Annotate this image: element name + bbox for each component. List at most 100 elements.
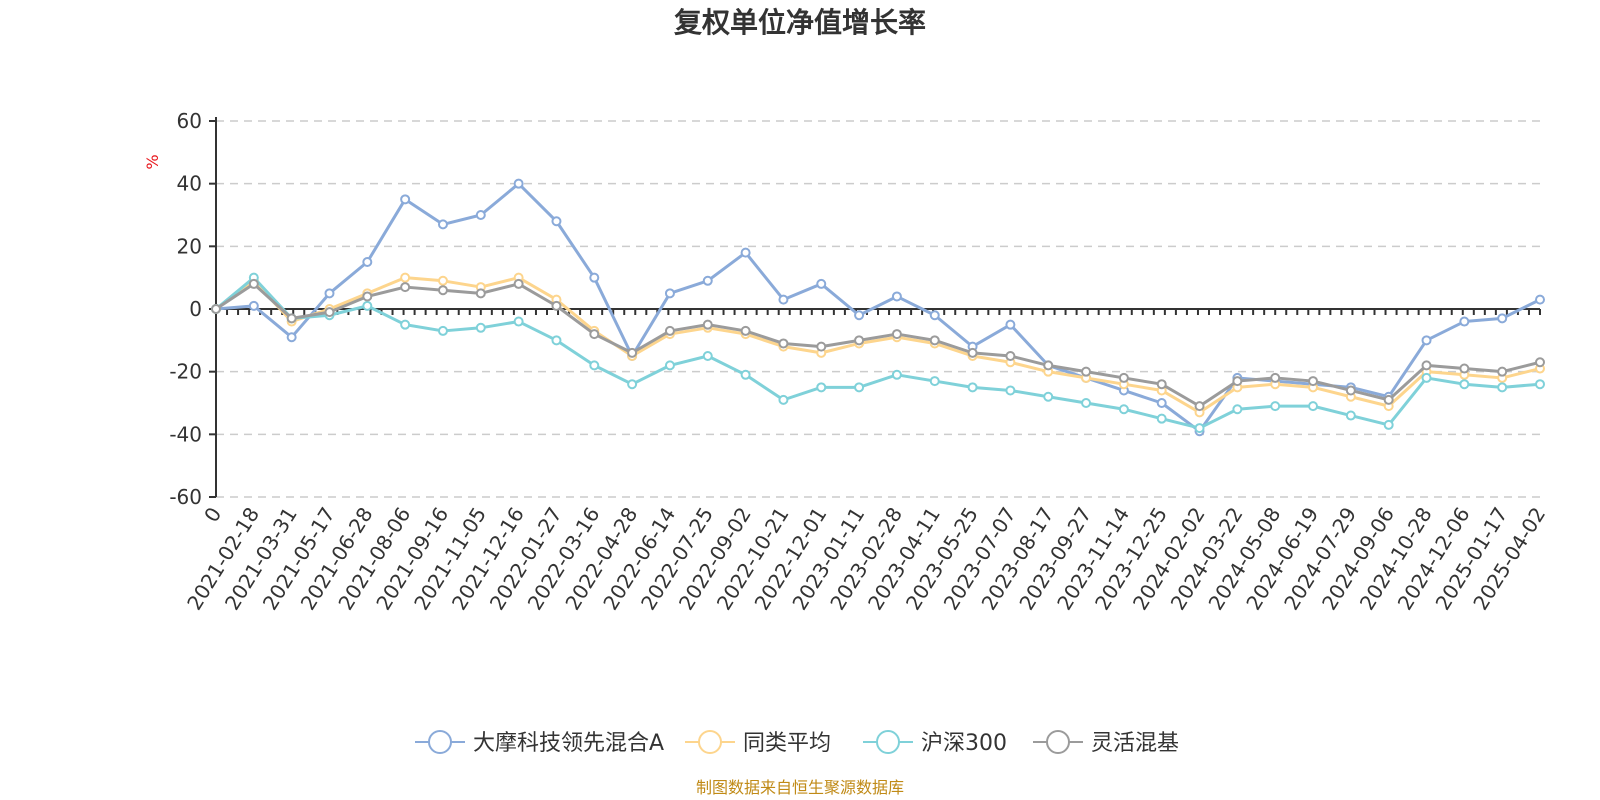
series-0 xyxy=(211,178,1545,437)
series-0-point-4 xyxy=(362,257,373,267)
series-3-point-4 xyxy=(362,291,373,302)
series-3-point-14 xyxy=(740,325,751,336)
series-3-point-1 xyxy=(248,278,259,289)
series-2-point-12 xyxy=(664,360,675,371)
chart-title: 复权单位净值增长率 xyxy=(674,6,926,39)
series-0-point-5 xyxy=(400,194,411,205)
series-0-point-7 xyxy=(475,210,486,220)
series-1-point-5 xyxy=(400,272,411,283)
series-2-point-25 xyxy=(1156,413,1167,424)
series-2-point-24 xyxy=(1118,404,1129,415)
series-3-point-32 xyxy=(1421,360,1432,371)
y-tick-label-1: 40 xyxy=(177,172,202,196)
legend-item-2[interactable]: 沪深300 xyxy=(863,730,1007,756)
series-0-point-17 xyxy=(854,310,865,321)
series-3-point-3 xyxy=(324,307,335,318)
y-tick-label-2: 20 xyxy=(177,234,202,258)
series-2-point-9 xyxy=(551,335,562,346)
legend-marker-0 xyxy=(428,730,452,754)
legend-label-0: 大摩科技领先混合A xyxy=(473,731,664,756)
legend[interactable]: 大摩科技领先混合A 同类平均 沪深300 灵活混基 xyxy=(415,730,1179,756)
series-2-point-17 xyxy=(854,382,865,393)
series-2-point-7 xyxy=(475,322,486,333)
legend-item-3[interactable]: 灵活混基 xyxy=(1033,730,1179,756)
y-tick-label-0: 60 xyxy=(177,109,202,133)
series-3-point-2 xyxy=(286,313,297,324)
legend-item-1[interactable]: 同类平均 xyxy=(685,730,831,756)
series-3-point-22 xyxy=(1043,360,1054,371)
series-3-point-9 xyxy=(551,300,562,311)
y-tick-label-5: -40 xyxy=(169,422,202,446)
series-0-point-35 xyxy=(1535,294,1545,305)
series-2-point-34 xyxy=(1497,382,1508,393)
series-0-point-6 xyxy=(437,219,448,230)
series-2-point-6 xyxy=(437,325,448,336)
series-2-point-5 xyxy=(400,319,411,330)
series-3-point-6 xyxy=(437,285,448,296)
legend-marker-3 xyxy=(1046,730,1070,754)
y-axis-unit: % xyxy=(143,154,162,169)
series-3-point-19 xyxy=(929,335,940,346)
series-line-1 xyxy=(215,276,1541,414)
series-2-point-33 xyxy=(1459,379,1470,390)
legend-label-3: 灵活混基 xyxy=(1091,731,1179,756)
series-2-point-22 xyxy=(1043,391,1054,402)
series-3-point-21 xyxy=(1005,351,1016,361)
series-0-point-16 xyxy=(816,278,827,289)
legend-marker-1 xyxy=(698,730,722,754)
series-1 xyxy=(211,272,1545,418)
series-2-point-28 xyxy=(1270,401,1281,412)
series-lines xyxy=(211,178,1545,437)
series-3-point-34 xyxy=(1497,366,1508,377)
legend-label-1: 同类平均 xyxy=(743,731,831,756)
series-2-point-10 xyxy=(589,360,600,371)
series-3-point-8 xyxy=(513,278,524,289)
series-0-point-34 xyxy=(1497,313,1508,324)
series-3-point-12 xyxy=(664,325,675,336)
series-0-point-14 xyxy=(740,247,751,258)
series-3-point-11 xyxy=(627,347,638,358)
series-0-point-19 xyxy=(929,310,940,321)
series-3-point-29 xyxy=(1308,376,1319,387)
series-line-0 xyxy=(215,182,1541,433)
series-0-point-12 xyxy=(664,288,675,299)
series-3-point-20 xyxy=(967,347,978,358)
series-0-point-21 xyxy=(1005,319,1016,330)
series-0-point-15 xyxy=(778,294,789,305)
series-2-point-35 xyxy=(1535,379,1545,390)
series-3-point-25 xyxy=(1156,379,1167,390)
series-3-point-26 xyxy=(1194,401,1205,412)
series-3-point-5 xyxy=(400,282,411,293)
series-3-point-13 xyxy=(702,319,713,330)
series-2-point-30 xyxy=(1345,410,1356,421)
series-0-point-3 xyxy=(324,288,335,299)
series-3-point-10 xyxy=(589,329,600,340)
series-2-point-4 xyxy=(362,300,373,311)
y-tick-label-3: 0 xyxy=(189,297,202,321)
series-0-point-32 xyxy=(1421,335,1432,346)
legend-marker-2 xyxy=(876,730,900,754)
series-3-point-24 xyxy=(1118,372,1129,383)
series-line-3 xyxy=(215,282,1541,408)
legend-item-0[interactable]: 大摩科技领先混合A xyxy=(415,730,664,756)
series-0-point-8 xyxy=(513,178,524,189)
legend-label-2: 沪深300 xyxy=(921,731,1007,756)
series-3-point-15 xyxy=(778,338,789,349)
series-3-point-18 xyxy=(891,329,902,340)
series-0-point-1 xyxy=(248,300,259,311)
series-2 xyxy=(211,272,1545,434)
series-2-point-19 xyxy=(929,376,940,387)
x-tick-label-0: 0 xyxy=(199,503,226,527)
series-3-point-31 xyxy=(1383,394,1394,405)
x-axis-ticks: 02021-02-182021-03-312021-05-172021-06-2… xyxy=(182,309,1550,614)
series-0-point-18 xyxy=(891,291,902,302)
series-2-point-15 xyxy=(778,394,789,405)
series-2-point-16 xyxy=(816,382,827,393)
series-0-point-2 xyxy=(286,332,297,343)
series-3-point-28 xyxy=(1270,372,1281,383)
series-2-point-32 xyxy=(1421,372,1432,383)
series-3 xyxy=(211,278,1545,412)
series-2-point-31 xyxy=(1383,419,1394,430)
series-0-point-9 xyxy=(551,216,562,227)
